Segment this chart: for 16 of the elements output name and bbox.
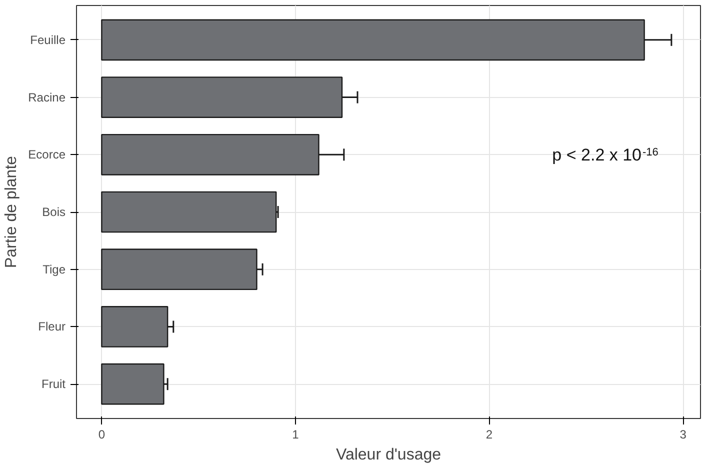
bar <box>101 191 277 233</box>
y-tick-label: Bois <box>42 205 66 219</box>
y-tick-label: Racine <box>28 90 66 104</box>
x-axis-title: Valeur d'usage <box>336 446 442 464</box>
x-tick-label: 0 <box>98 428 106 442</box>
y-tick-label: Fruit <box>42 377 66 392</box>
y-tick-label: Tige <box>42 262 66 276</box>
bar <box>101 306 168 348</box>
bar <box>101 363 164 405</box>
y-tick-label: Fleur <box>38 320 66 334</box>
y-tick-label: Feuille <box>30 32 66 47</box>
y-axis-title: Partie de plante <box>3 156 20 268</box>
x-tick-label: 3 <box>680 428 687 442</box>
x-tick-label: 2 <box>486 428 493 442</box>
y-tick-label: Ecorce <box>28 148 66 162</box>
x-tick-label: 1 <box>292 428 300 442</box>
